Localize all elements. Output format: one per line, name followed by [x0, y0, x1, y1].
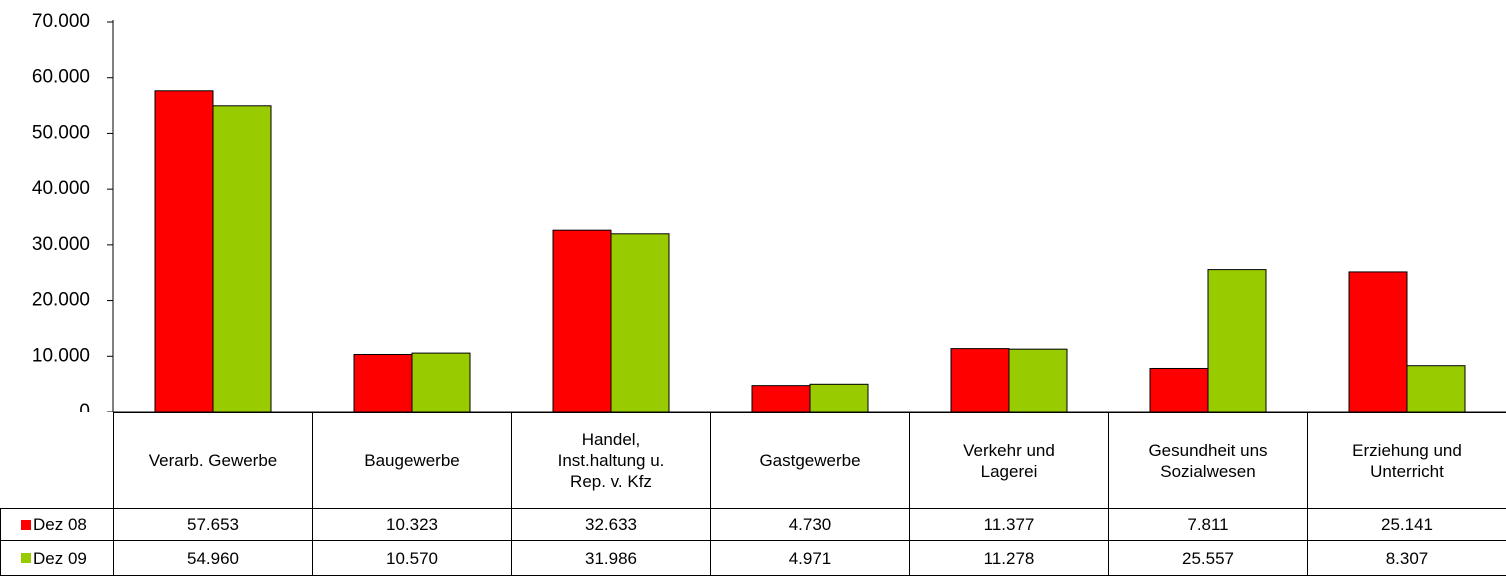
table-value: 11.377 — [909, 508, 1109, 541]
plot: 0 10.000 20.000 30.000 40.000 50.000 60.000 70.… — [32, 11, 1506, 412]
bar — [950, 348, 1010, 412]
category-label: Baugewerbe — [312, 412, 512, 509]
bar — [552, 229, 612, 412]
bar — [1008, 348, 1068, 412]
bar — [809, 383, 869, 412]
bar — [154, 90, 214, 412]
bar — [353, 353, 413, 412]
legend-label: Dez 08 — [33, 515, 87, 534]
y-tick-label: 30.000 — [32, 234, 90, 255]
category-label: Handel, Inst.haltung u. Rep. v. Kfz — [511, 412, 711, 509]
table-value: 8.307 — [1307, 540, 1506, 576]
bar — [610, 233, 670, 412]
bar — [1348, 271, 1408, 412]
bar — [1207, 269, 1267, 412]
table-value: 54.960 — [113, 540, 313, 576]
bar — [1406, 365, 1466, 412]
y-tick-label: 20.000 — [32, 290, 90, 311]
legend-label: Dez 09 — [33, 548, 87, 568]
legend-entry: Dez 08 — [0, 508, 114, 541]
bar — [411, 352, 471, 412]
table-value: 10.323 — [312, 508, 512, 541]
category-label: Verarb. Gewerbe — [113, 412, 313, 509]
y-tick-label: 50.000 — [32, 122, 90, 143]
legend-swatch — [21, 519, 31, 530]
table-value: 10.570 — [312, 540, 512, 576]
table-value: 25.141 — [1307, 508, 1506, 541]
y-tick-label: 10.000 — [32, 345, 90, 366]
category-label: Erziehung und Unterricht — [1307, 412, 1506, 509]
bar — [751, 385, 811, 412]
bar — [1149, 367, 1209, 412]
table-value: 11.278 — [909, 540, 1109, 576]
y-tick-label: 40.000 — [32, 178, 90, 199]
bar — [212, 105, 272, 412]
y-tick-label: 70.000 — [32, 11, 90, 32]
table-value: 31.986 — [511, 540, 711, 576]
category-label: Gesundheit uns Sozialwesen — [1108, 412, 1308, 509]
table-value: 7.811 — [1108, 508, 1308, 541]
legend-entry: Dez 09 — [0, 540, 114, 576]
table-value: 57.653 — [113, 508, 313, 541]
legend-swatch — [21, 553, 31, 563]
table-value: 32.633 — [511, 508, 711, 541]
y-tick-label: 0 — [79, 401, 90, 412]
category-label: Gastgewerbe — [710, 412, 910, 509]
table-value: 4.730 — [710, 508, 910, 541]
table-value: 4.971 — [710, 540, 910, 576]
table-value: 25.557 — [1108, 540, 1308, 576]
category-label: Verkehr und Lagerei — [909, 412, 1109, 509]
y-tick-label: 60.000 — [32, 67, 90, 88]
